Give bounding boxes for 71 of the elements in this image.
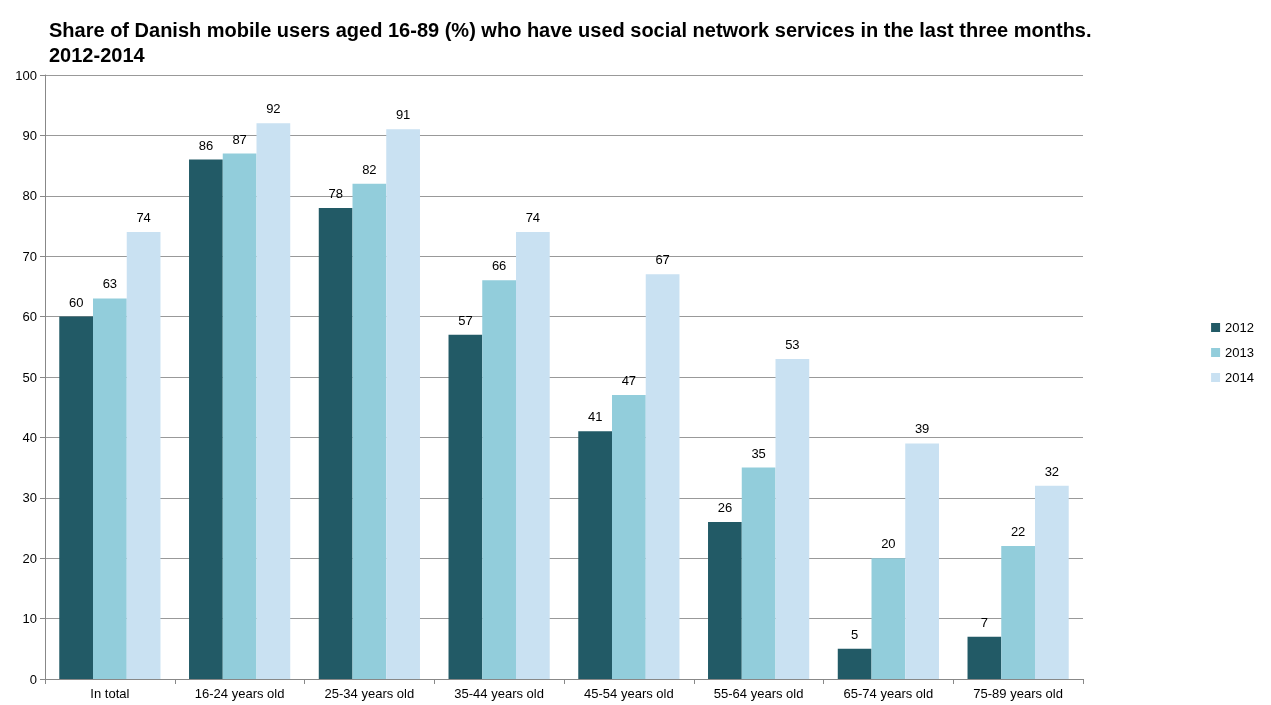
x-tick-label: 35-44 years old: [454, 686, 544, 701]
bar: [871, 558, 906, 679]
data-label: 32: [1044, 463, 1060, 479]
data-label: 92: [266, 101, 281, 117]
data-label: 41: [587, 409, 603, 425]
bar: [515, 232, 550, 679]
data-label: 35: [751, 445, 766, 461]
y-tick-label: 100: [15, 67, 37, 83]
y-tick-label: 40: [22, 429, 37, 445]
bar: [578, 431, 613, 679]
bar: [1034, 485, 1069, 679]
y-tick-label: 20: [22, 550, 37, 566]
data-label: 78: [328, 185, 343, 201]
x-tick-label: 65-74 years old: [843, 686, 934, 701]
data-label: 39: [914, 421, 930, 437]
legend-label: 2014: [1225, 370, 1254, 385]
bar: [1001, 546, 1035, 679]
bar: [126, 232, 161, 679]
bar: [967, 636, 1002, 679]
x-tick-label: 25-34 years old: [324, 686, 415, 701]
bar: [93, 298, 127, 679]
bar: [59, 316, 94, 679]
bar: [775, 358, 810, 679]
bar: [905, 443, 939, 679]
x-tick-label: 55-64 years old: [713, 686, 804, 701]
bar: [189, 159, 223, 679]
bar: [318, 207, 353, 679]
bar: [448, 334, 483, 679]
y-tick-label: 30: [22, 490, 37, 506]
y-tick-label: 60: [22, 309, 37, 325]
data-label: 5: [851, 626, 859, 642]
x-tick-label: 45-54 years old: [584, 686, 674, 701]
y-tick-label: 0: [29, 671, 37, 687]
data-label: 86: [198, 137, 214, 153]
data-label: 47: [621, 373, 637, 389]
x-tick-label: 75-89 years old: [973, 686, 1063, 701]
data-label: 67: [655, 252, 670, 268]
bar: [386, 129, 420, 679]
bar: [222, 153, 257, 679]
x-tick-label: In total: [90, 686, 130, 701]
legend-label: 2013: [1225, 345, 1254, 360]
data-label: 82: [362, 161, 377, 177]
data-label: 60: [68, 294, 84, 310]
data-label: 57: [458, 312, 473, 328]
data-label: 20: [881, 536, 896, 552]
bar: [256, 123, 291, 679]
chart-title: Share of Danish mobile users aged 16-89 (%) who have used social network services in the last three months. 2012-2014: [49, 18, 1098, 66]
data-label: 91: [395, 107, 411, 123]
legend-label: 2012: [1225, 320, 1254, 335]
bar: [612, 395, 646, 679]
y-tick-label: 50: [22, 369, 37, 385]
y-tick-label: 10: [22, 611, 37, 627]
data-label: 87: [232, 131, 247, 147]
data-label: 74: [525, 210, 541, 226]
bar: [482, 280, 516, 679]
bar: [645, 274, 680, 679]
y-tick-label: 90: [22, 127, 37, 143]
data-label: 74: [136, 210, 151, 226]
y-tick-label: 70: [22, 248, 37, 264]
data-label: 63: [102, 276, 118, 292]
bar: [352, 183, 387, 679]
y-tick-label: 80: [22, 188, 37, 204]
data-label: 26: [717, 499, 733, 515]
data-label: 53: [785, 336, 800, 352]
data-label: 22: [1010, 524, 1026, 540]
data-label: 7: [980, 614, 989, 630]
data-label: 66: [491, 258, 507, 274]
bar: [837, 648, 872, 679]
x-tick-label: 16-24 years old: [194, 686, 285, 701]
bar: [708, 521, 742, 679]
bar: [741, 467, 776, 679]
